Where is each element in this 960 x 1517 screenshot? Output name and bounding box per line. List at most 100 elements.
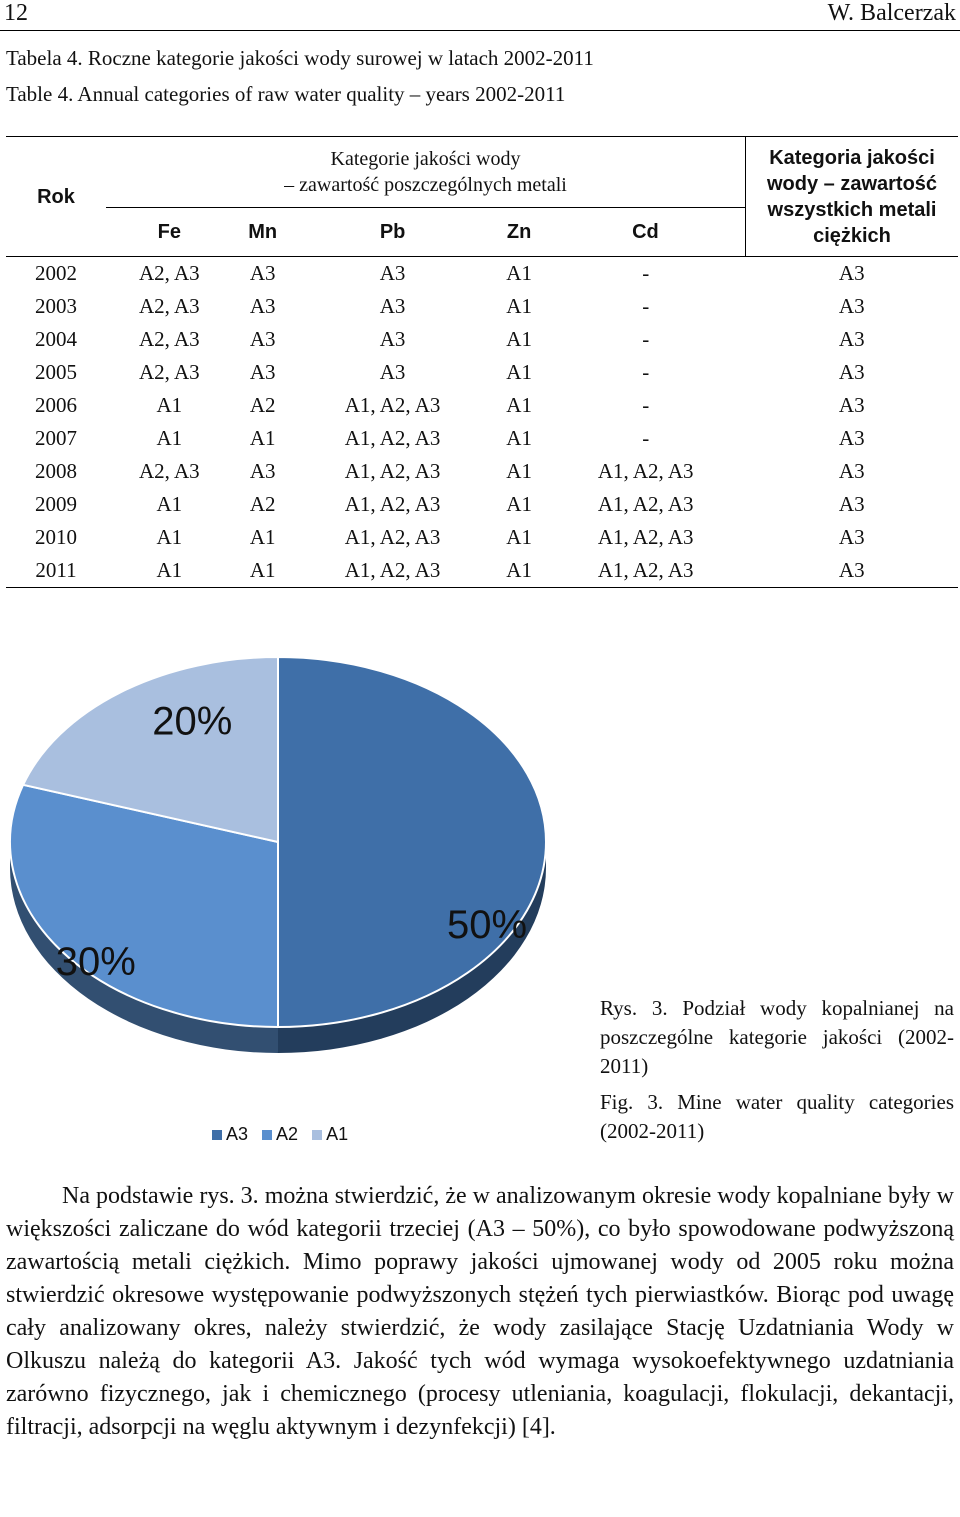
cell-metal: A1, A2, A3 [344,459,441,483]
page-number: 12 [4,0,28,26]
cell-all-metals: A3 [838,327,865,351]
cell-metal: A1 [156,426,183,450]
table-body: 2002 A2, A3 A3 A3 A1- A3 2003 A2, A3 A3 A3 A1- A3 20… [6,257,958,588]
chart-legend: A3 A2 A1 [212,1124,348,1145]
cell-metal: A1 [506,426,532,450]
cell-metal: A2, A3 [138,327,200,351]
header-all-line4: ciężkich [813,224,891,247]
header-all-line2: wody – zawartość [766,172,938,195]
cell-metal: A1, A2, A3 [597,492,694,516]
table-row: 2007 A1 A1 A1, A2, A3 A1 - A3 [6,422,958,455]
cell-metal: A1 [506,525,532,549]
pie-side-a2 [10,842,278,1053]
cell-metal: A3 [379,261,406,285]
cell-metal: A1 [249,558,276,582]
cell-year: 2004 [35,327,77,351]
cell-year: 2002 [35,261,77,285]
cell-metal: - [642,426,650,450]
cell-metal: A3 [379,360,406,384]
pie-side-a3 [278,842,546,1053]
legend-item-a3: A3 [212,1124,248,1145]
pie-label-a2: 30% [56,940,136,984]
cell-metal: A3 [379,294,406,318]
cell-metal: - [642,360,650,384]
cell-metal: A1, A2, A3 [597,459,694,483]
cell-metal: A1 [156,393,183,417]
legend-swatch-a1 [312,1129,323,1140]
figure-caption-pl: Rys. 3. Podział wody kopalnianej na posz… [600,996,954,1078]
header-fe: Fe [157,221,181,243]
cell-metal: A1 [156,492,183,516]
pie-chart-svg: 50% 30% 20% [9,655,547,1053]
cell-metal: A1 [506,459,532,483]
legend-item-a2: A2 [262,1124,298,1145]
cell-metal: A1 [506,261,532,285]
header-metal-categories: Kategorie jakości wody – zawartość poszc… [106,136,746,208]
legend-swatch-a3 [212,1129,222,1140]
cell-metal: A1 [156,558,183,582]
header-metal-categories-line1: Kategorie jakości wody [330,148,521,170]
header-cd: Cd [632,221,659,243]
header-zn: Zn [506,221,532,243]
cell-metal: A3 [249,294,276,318]
cell-metal: A1 [506,327,532,351]
cell-year: 2003 [35,294,77,318]
quality-table: Rok Kategorie jakości wody – zawartość p… [6,136,958,588]
table-row: 2006 A1 A2 A1, A2, A3 A1 - A3 [6,389,958,422]
legend-item-a1: A1 [312,1124,348,1145]
cell-all-metals: A3 [838,459,865,483]
table-caption-en: Table 4. Annual categories of raw water … [6,82,566,106]
cell-metal: A1 [506,360,532,384]
pie-slice-a2 [9,783,279,1029]
cell-metal: A3 [379,327,406,351]
table-row: 2011 A1 A1 A1, A2, A3 A1 A1, A2, A3 A3 [6,554,958,588]
cell-metal: A2, A3 [138,360,200,384]
cell-year: 2007 [35,426,77,450]
cell-metal: A2, A3 [138,294,200,318]
cell-metal: A1, A2, A3 [344,492,441,516]
cell-metal: - [642,327,650,351]
cell-metal: A2, A3 [138,459,200,483]
cell-metal: A1, A2, A3 [344,393,441,417]
cell-year: 2006 [35,393,77,417]
pie-slice-a1 [21,655,279,844]
pie-label-a1: 20% [152,700,232,744]
cell-year: 2005 [35,360,77,384]
cell-metal: A3 [249,459,276,483]
cell-metal: A3 [249,327,276,351]
header-all-line3: wszystkich metali [767,198,937,221]
cell-metal: A3 [249,360,276,384]
cell-metal: A3 [249,261,276,285]
cell-metal: A2 [249,492,276,516]
cell-year: 2011 [35,558,77,582]
table-caption-pl: Tabela 4. Roczne kategorie jakości wody … [6,46,594,70]
cell-metal: - [642,261,650,285]
legend-label-a2: A2 [276,1124,299,1144]
table-row: 2004 A2, A3 A3 A3 A1 - A3 [6,323,958,356]
cell-metal: A1 [506,393,532,417]
cell-metal: A1 [249,426,276,450]
cell-metal: A1 [506,294,532,318]
cell-year: 2010 [35,525,77,549]
author-name: W. Balcerzak [827,0,956,26]
cell-metal: - [642,393,650,417]
cell-metal: A1, A2, A3 [344,525,441,549]
table-row: 2008 A2, A3 A3 A1, A2, A3 A1 A1, A2, A3 A3 [6,455,958,488]
figure-caption-en: Fig. 3. Mine water quality categories (2… [600,1090,954,1143]
cell-all-metals: A3 [838,492,865,516]
legend-label-a1: A1 [326,1124,349,1144]
cell-year: 2008 [35,459,77,483]
legend-label-a3: A3 [226,1124,249,1144]
cell-metal: A1, A2, A3 [344,426,441,450]
cell-all-metals: A3 [838,261,865,285]
cell-metal: - [642,294,650,318]
pie-slice-a3 [277,655,547,1029]
header-rok: Rok [37,185,75,208]
pie-chart: 50% 30% 20% [0,630,580,1160]
cell-metal: A1 [506,492,532,516]
cell-metal: A1 [156,525,183,549]
body-paragraph: Na podstawie rys. 3. można stwierdzić, ż… [6,1183,954,1440]
cell-metal: A1, A2, A3 [344,558,441,582]
table-row: 2005 A2, A3 A3 A3 A1 - A3 [6,356,958,389]
table-row: 2009 A1 A2 A1, A2, A3 A1 A1, A2, A3 A3 [6,488,958,521]
